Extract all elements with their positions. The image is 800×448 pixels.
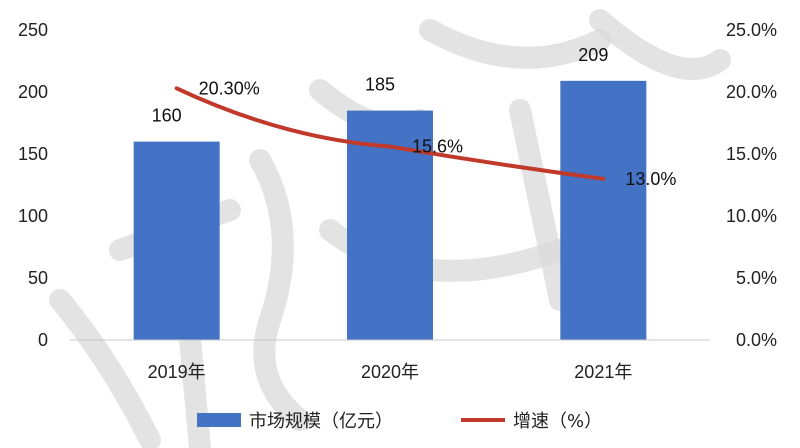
left-axis-tick-label: 0 bbox=[38, 330, 48, 350]
line-data-label: 13.0% bbox=[625, 169, 676, 189]
right-axis-ticks: 0.0% 5.0% 10.0% 15.0% 20.0% 25.0% bbox=[726, 20, 777, 350]
left-axis-tick-label: 250 bbox=[18, 20, 48, 40]
x-axis-ticks: 2019年 2020年 2021年 bbox=[148, 362, 633, 382]
bar bbox=[133, 141, 220, 340]
right-axis-tick-label: 10.0% bbox=[726, 206, 777, 226]
left-axis-tick-label: 150 bbox=[18, 144, 48, 164]
right-axis-tick-label: 20.0% bbox=[726, 82, 777, 102]
right-axis-tick-label: 5.0% bbox=[736, 268, 777, 288]
legend-label-bar: 市场规模（亿元） bbox=[249, 411, 393, 432]
legend-swatch-bar bbox=[197, 413, 241, 427]
line-data-label: 15.6% bbox=[412, 137, 463, 157]
bar-data-label: 209 bbox=[578, 45, 608, 65]
left-axis-tick-label: 100 bbox=[18, 206, 48, 226]
line-data-label: 20.30% bbox=[199, 78, 260, 98]
x-axis-tick-label: 2021年 bbox=[574, 362, 632, 382]
bars: 160 185 209 bbox=[133, 45, 647, 340]
line-series: 20.30% 15.6% 13.0% bbox=[174, 78, 676, 189]
bar-data-label: 185 bbox=[365, 75, 395, 95]
right-axis-tick-label: 15.0% bbox=[726, 144, 777, 164]
left-axis-ticks: 0 50 100 150 200 250 bbox=[18, 20, 48, 350]
left-axis-tick-label: 200 bbox=[18, 82, 48, 102]
legend-label-line: 增速（%） bbox=[513, 411, 602, 432]
bar-data-label: 160 bbox=[152, 106, 182, 126]
left-axis-tick-label: 50 bbox=[28, 268, 48, 288]
x-axis-tick-label: 2020年 bbox=[361, 362, 419, 382]
x-axis-tick-label: 2019年 bbox=[148, 362, 206, 382]
right-axis-tick-label: 0.0% bbox=[736, 330, 777, 350]
bar bbox=[347, 110, 433, 340]
right-axis-tick-label: 25.0% bbox=[726, 20, 777, 40]
bar bbox=[560, 80, 647, 340]
legend: 市场规模（亿元） 增速（%） bbox=[197, 411, 602, 432]
